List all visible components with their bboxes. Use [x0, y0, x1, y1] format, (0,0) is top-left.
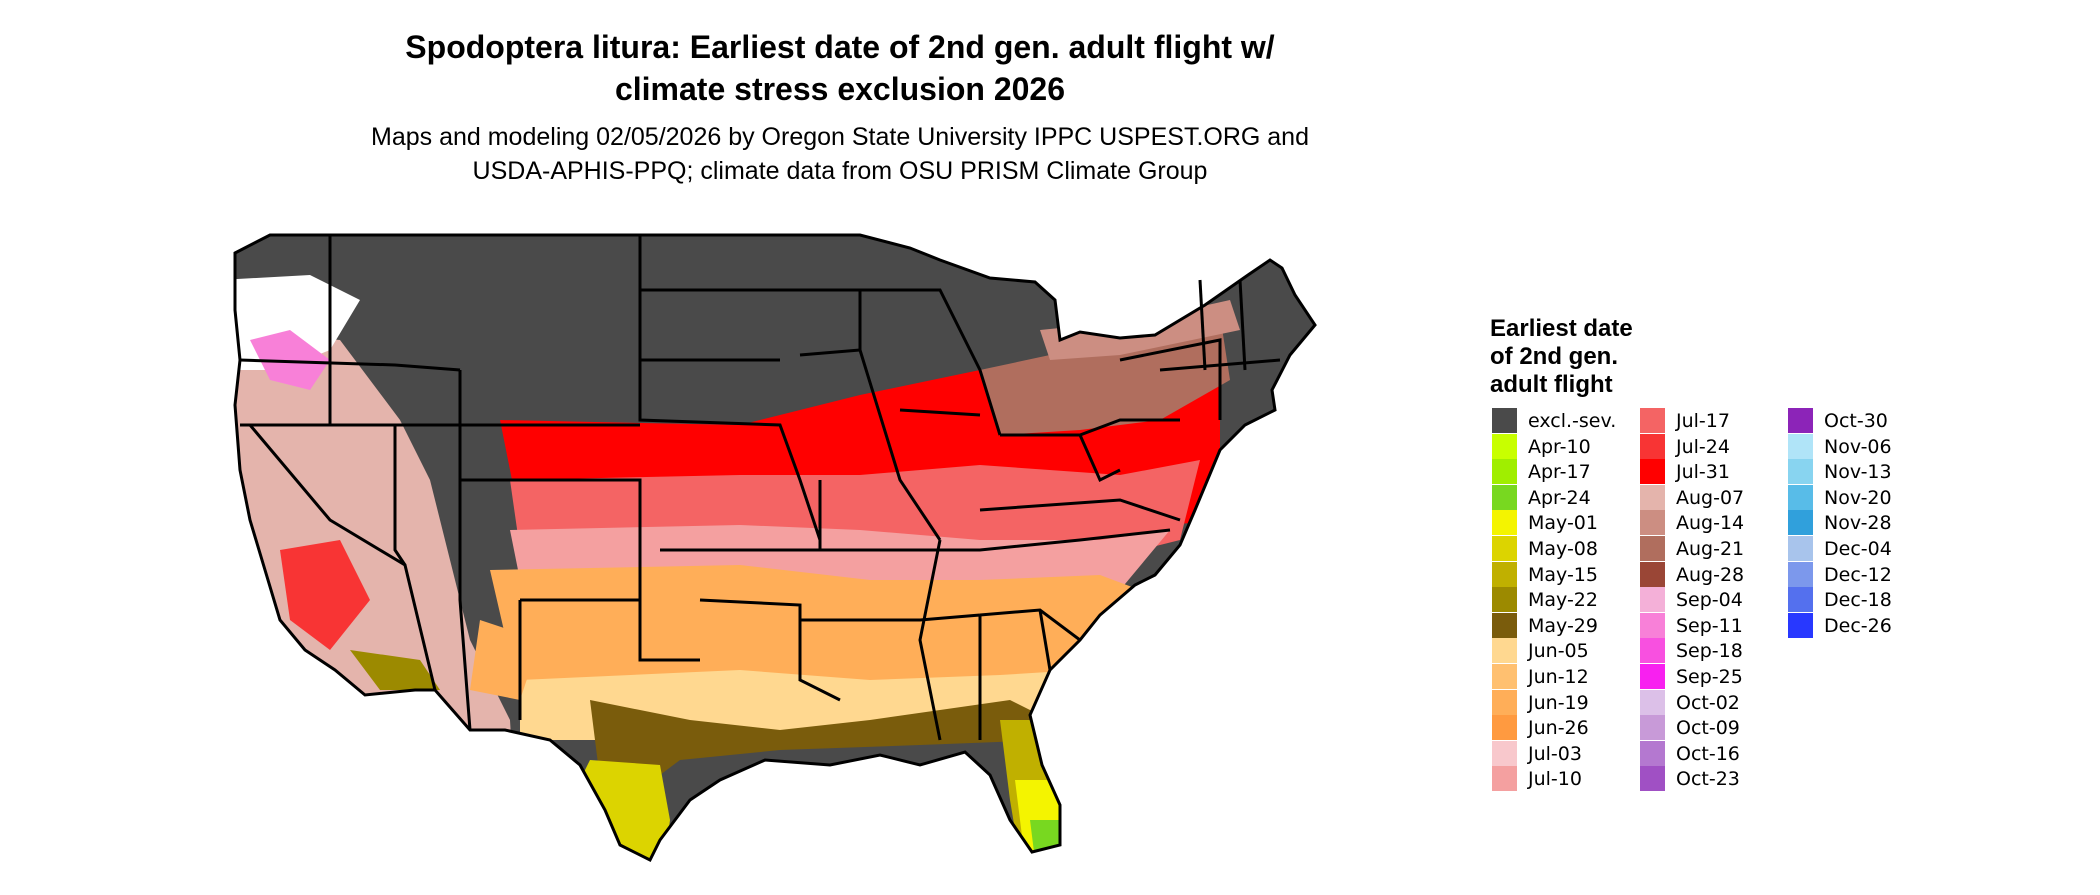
- legend-swatch: [1492, 638, 1517, 664]
- south-texas-yellow: [570, 760, 670, 860]
- legend-label: Nov-20: [1824, 486, 1892, 509]
- legend-swatch: [1640, 510, 1665, 536]
- legend-swatch: [1640, 408, 1665, 433]
- legend-swatch: [1640, 587, 1665, 613]
- legend-swatch: [1492, 536, 1517, 561]
- legend-swatch: [1788, 484, 1813, 510]
- legend-title: Earliest date of 2nd gen. adult flight: [1490, 315, 1680, 399]
- legend-label: Nov-28: [1824, 512, 1892, 535]
- legend-title-line-3: adult flight: [1490, 371, 1613, 398]
- subtitle-line-2: USDA-APHIS-PPQ; climate data from OSU PR…: [472, 157, 1208, 185]
- legend-swatch: [1492, 612, 1517, 638]
- legend-label: Dec-26: [1824, 614, 1892, 637]
- legend-swatch: [1492, 459, 1517, 485]
- legend-swatch: [1640, 433, 1665, 459]
- legend-label: Oct-09: [1676, 717, 1740, 740]
- legend-swatch: [1492, 433, 1517, 459]
- legend-swatch: [1492, 664, 1517, 689]
- arizona-orange: [470, 620, 540, 700]
- legend-label: Nov-06: [1824, 435, 1892, 458]
- legend-label: Aug-28: [1676, 563, 1745, 586]
- legend-label: Aug-14: [1676, 512, 1745, 535]
- legend-label: Jun-05: [1528, 640, 1589, 663]
- legend-label: May-15: [1528, 563, 1598, 586]
- orange-band: [490, 565, 1140, 700]
- map-subtitle: Maps and modeling 02/05/2026 by Oregon S…: [300, 120, 1380, 188]
- legend-swatch: [1640, 561, 1665, 587]
- legend-swatch: [1640, 766, 1665, 792]
- legend-label: Jul-03: [1528, 742, 1582, 765]
- legend-label: Jun-26: [1528, 717, 1589, 740]
- legend-swatch: [1788, 408, 1813, 433]
- legend-swatch: [1640, 536, 1665, 561]
- southwest-olive: [350, 650, 440, 690]
- legend-swatch: [1492, 408, 1517, 433]
- legend-swatch: [1492, 587, 1517, 613]
- legend-label: Aug-21: [1676, 538, 1745, 560]
- legend-swatch: [1492, 740, 1517, 766]
- us-map: [233, 233, 1317, 863]
- legend-swatch: [1640, 740, 1665, 766]
- legend-swatch: [1492, 715, 1517, 741]
- legend-label: Oct-30: [1824, 410, 1888, 432]
- legend-label: Dec-12: [1824, 563, 1892, 586]
- legend-title-line-1: Earliest date: [1490, 315, 1633, 342]
- legend-label: Jul-10: [1528, 768, 1582, 791]
- legend-label: Oct-02: [1676, 691, 1740, 714]
- legend-label: excl.-sev.: [1528, 410, 1617, 432]
- subtitle-line-1: Maps and modeling 02/05/2026 by Oregon S…: [371, 123, 1309, 151]
- legend-label: Jun-19: [1528, 691, 1589, 714]
- legend-swatch: [1492, 484, 1517, 510]
- legend-label: Dec-04: [1824, 538, 1892, 560]
- legend-swatch: [1492, 766, 1517, 792]
- legend-swatch: [1640, 638, 1665, 664]
- title-line-2: climate stress exclusion 2026: [614, 71, 1066, 107]
- legend-label: May-29: [1528, 614, 1598, 637]
- legend-swatch: [1492, 689, 1517, 715]
- legend-label: Oct-23: [1676, 768, 1740, 791]
- legend-label: May-01: [1528, 512, 1598, 535]
- legend-swatch: [1640, 689, 1665, 715]
- legend-swatch: [1640, 715, 1665, 741]
- legend-label: Apr-10: [1528, 435, 1591, 458]
- legend-swatch: [1492, 510, 1517, 536]
- legend-label: Jul-31: [1676, 461, 1730, 484]
- legend-swatch: [1788, 587, 1813, 613]
- state-boundaries: [233, 233, 1317, 863]
- legend-label: May-08: [1528, 538, 1598, 560]
- legend-label: Jun-12: [1528, 666, 1589, 688]
- legend-label: Nov-13: [1824, 461, 1892, 484]
- legend-swatch: [1640, 459, 1665, 485]
- legend-label: Sep-04: [1676, 589, 1743, 612]
- california-red: [280, 540, 370, 650]
- legend-swatch: [1788, 612, 1813, 638]
- legend-swatch: [1640, 612, 1665, 638]
- legend-label: Jul-24: [1676, 435, 1730, 458]
- legend-swatch: [1788, 536, 1813, 561]
- pacific-northwest-pink: [250, 330, 330, 390]
- legend-label: Sep-11: [1676, 614, 1743, 637]
- legend-label: Aug-07: [1676, 486, 1745, 509]
- legend-swatch: [1788, 459, 1813, 485]
- legend-swatch: [1788, 433, 1813, 459]
- legend-label: Jul-17: [1676, 410, 1730, 432]
- legend-swatch: [1640, 484, 1665, 510]
- legend-label: May-22: [1528, 589, 1598, 612]
- legend-label: Sep-18: [1676, 640, 1743, 663]
- legend-title-line-2: of 2nd gen.: [1490, 343, 1618, 370]
- legend-swatch: [1492, 561, 1517, 587]
- legend-label: Dec-18: [1824, 589, 1892, 612]
- legend-swatch: [1788, 510, 1813, 536]
- legend-swatch: [1640, 664, 1665, 689]
- legend-swatch: [1788, 561, 1813, 587]
- title-line-1: Spodoptera litura: Earliest date of 2nd …: [405, 29, 1275, 65]
- legend-label: Apr-24: [1528, 486, 1591, 509]
- map-fill: [235, 235, 1315, 860]
- legend-label: Apr-17: [1528, 461, 1591, 484]
- map-title: Spodoptera litura: Earliest date of 2nd …: [300, 26, 1380, 110]
- legend-label: Oct-16: [1676, 742, 1740, 765]
- legend-label: Sep-25: [1676, 666, 1743, 688]
